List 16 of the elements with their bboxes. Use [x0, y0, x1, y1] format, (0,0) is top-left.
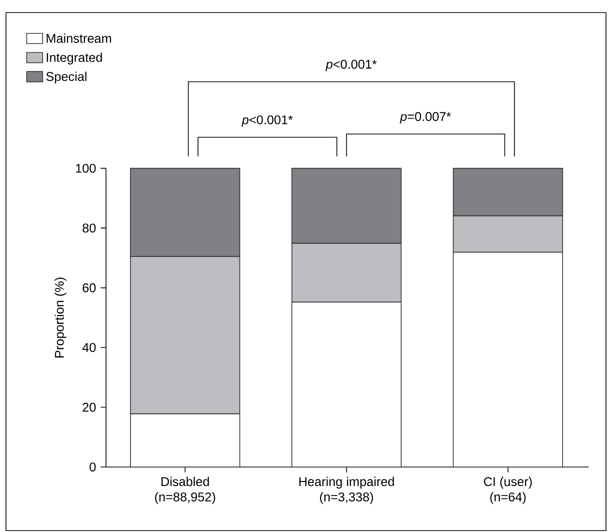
- y-tick-label: 40: [82, 343, 96, 352]
- text: p<0.001*: [326, 60, 377, 72]
- x-tick-label: Disabled (n=88,952): [155, 476, 216, 504]
- y-tick-label: 80: [82, 224, 96, 233]
- y-tick-label: 0: [90, 462, 96, 472]
- x-tick-label: Hearing impaired (n=3,338): [299, 476, 394, 504]
- x-tick-label: CI (user) (n=64): [484, 476, 532, 504]
- legend-label: Special: [46, 72, 86, 84]
- text: p=0.007*: [400, 112, 451, 124]
- legend-label: Integrated: [46, 52, 102, 64]
- y-tick-label: 60: [82, 283, 96, 292]
- text: p<0.001*: [242, 115, 293, 127]
- y-tick-label: 100: [76, 164, 96, 173]
- y-tick-label: 20: [82, 402, 96, 412]
- y-axis-title: Proportion (%): [54, 278, 66, 358]
- legend-label: Mainstream: [46, 34, 112, 43]
